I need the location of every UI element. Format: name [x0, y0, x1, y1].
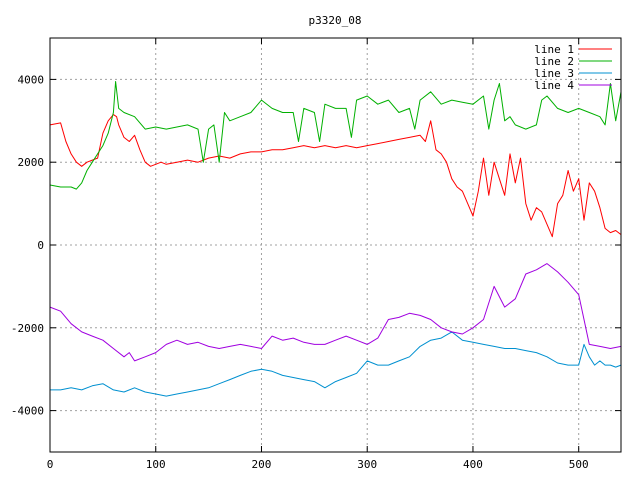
y-tick-label: -2000 [11, 322, 44, 335]
y-tick-label: 2000 [18, 156, 45, 169]
grid [50, 38, 621, 452]
legend-label-4: line 4 [534, 79, 574, 92]
series-line-4 [49, 263, 622, 362]
series-line-2 [49, 81, 622, 190]
chart-title: p3320_08 [309, 14, 362, 27]
x-tick-label: 100 [146, 458, 166, 471]
y-tick-label: 0 [37, 239, 44, 252]
legend-label-3: line 3 [534, 67, 574, 80]
series-line-3 [50, 331, 622, 397]
y-tick-label: 4000 [18, 73, 45, 86]
legend-label-1: line 1 [534, 43, 574, 56]
x-tick-label: 200 [252, 458, 272, 471]
x-tick-label: 400 [463, 458, 483, 471]
series-line-1 [49, 114, 622, 238]
y-tick-label: -4000 [11, 405, 44, 418]
x-tick-label: 300 [357, 458, 377, 471]
legend-label-2: line 2 [534, 55, 574, 68]
plot-frame [49, 37, 622, 453]
series-group [49, 81, 622, 397]
x-tick-label: 500 [569, 458, 589, 471]
x-tick-label: 0 [47, 458, 54, 471]
